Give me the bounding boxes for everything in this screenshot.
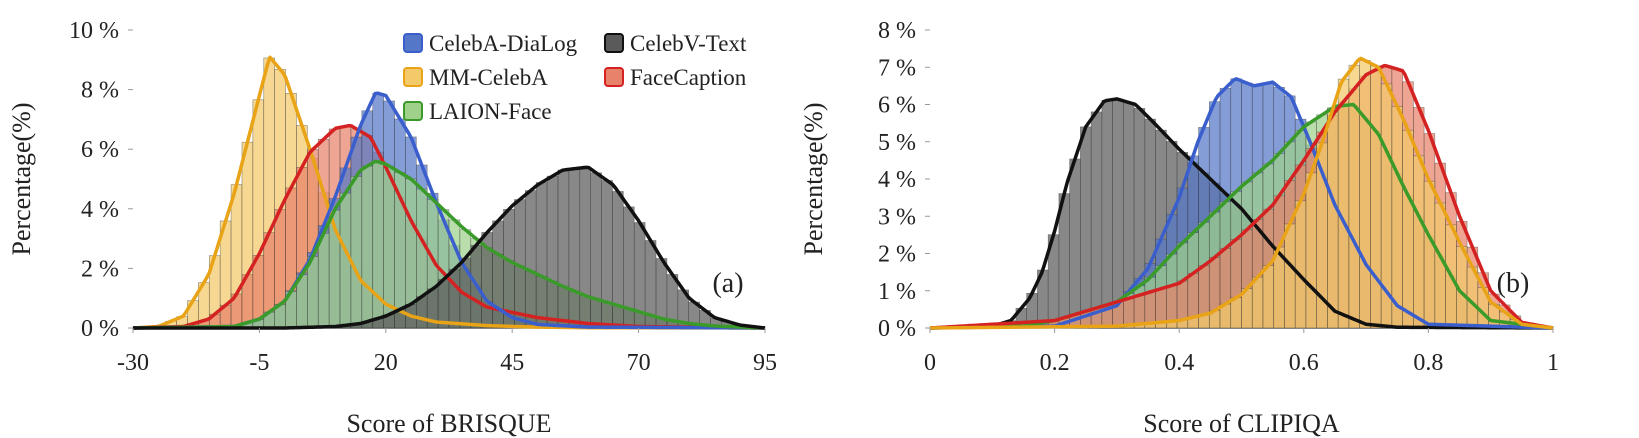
legend-label: CelebV-Text bbox=[630, 31, 747, 56]
bar-mm-celeba bbox=[1337, 78, 1350, 329]
x-tick-label: 0.8 bbox=[1413, 350, 1443, 376]
x-tick-label: 45 bbox=[500, 350, 524, 376]
bar-celebv-text bbox=[579, 167, 591, 329]
x-tick-label: -30 bbox=[117, 350, 149, 376]
bar-laion-face bbox=[372, 161, 384, 329]
bar-mm-celeba bbox=[1423, 180, 1436, 329]
bar-mm-celeba bbox=[1294, 200, 1307, 329]
x-tick-label: 70 bbox=[627, 350, 651, 376]
bar-celebv-text bbox=[524, 190, 537, 329]
y-tick-label: 4 % bbox=[878, 167, 916, 193]
bar-mm-celeba bbox=[1359, 60, 1371, 329]
bar-mm-celeba bbox=[1413, 155, 1425, 329]
x-tick-label: 0.2 bbox=[1040, 350, 1070, 376]
bar-mm-celeba bbox=[1262, 265, 1275, 329]
series-mm-celeba bbox=[951, 60, 1554, 329]
bar-laion-face bbox=[307, 256, 319, 329]
y-tick-label: 10 % bbox=[69, 18, 119, 44]
line-laion-face bbox=[929, 102, 1554, 330]
bar-laion-face bbox=[361, 165, 374, 329]
y-tick-label: 1 % bbox=[878, 279, 916, 305]
line-mm-celeba bbox=[929, 56, 1554, 330]
bar-mm-celeba bbox=[1284, 223, 1296, 329]
bar-mm-celeba bbox=[1327, 108, 1339, 329]
legend-item-celeba-dialog: CelebA-DiaLog bbox=[403, 31, 578, 56]
legend-label: CelebA-DiaLog bbox=[429, 31, 578, 56]
y-tick-label: 8 % bbox=[878, 18, 916, 44]
bar-celebv-text bbox=[601, 180, 613, 329]
legend: CelebA-DiaLog CelebV-Text MM-CelebA FaceCap… bbox=[403, 31, 747, 124]
y-axis-label: Percentage(%) bbox=[799, 102, 828, 255]
y-tick-label: 2 % bbox=[81, 256, 119, 282]
legend-swatch bbox=[403, 101, 423, 121]
line-celebv-text bbox=[929, 97, 1554, 330]
bar-mm-celeba bbox=[1230, 297, 1242, 329]
bar-celebv-text bbox=[546, 175, 559, 329]
y-axis-label: Percentage(%) bbox=[7, 102, 36, 255]
y-tick-label: 6 % bbox=[878, 93, 916, 119]
y-tick-label: 5 % bbox=[878, 130, 916, 156]
bar-mm-celeba bbox=[1251, 276, 1264, 329]
x-tick-label: 0.4 bbox=[1164, 350, 1194, 376]
bar-celebv-text bbox=[568, 168, 581, 329]
x-axis-label: Score of CLIPIQA bbox=[1143, 409, 1340, 438]
x-tick-label: 20 bbox=[374, 350, 398, 376]
bar-celebv-text bbox=[1080, 126, 1092, 329]
legend-label: MM-CelebA bbox=[429, 65, 548, 90]
x-tick-label: 0.6 bbox=[1289, 350, 1319, 376]
bar-celebv-text bbox=[535, 182, 548, 329]
x-tick-label: 0 bbox=[924, 350, 936, 376]
legend-swatch bbox=[403, 67, 423, 87]
bar-mm-celeba bbox=[1370, 65, 1382, 329]
bar-mm-celeba bbox=[1305, 172, 1317, 329]
x-tick-label: 1 bbox=[1547, 350, 1559, 376]
bar-celebv-text bbox=[557, 169, 570, 329]
x-tick-label: -5 bbox=[249, 350, 269, 376]
line-celebv-text bbox=[133, 165, 766, 330]
y-tick-label: 0 % bbox=[878, 316, 916, 342]
bar-celebv-text bbox=[590, 172, 602, 329]
bar-mm-celeba bbox=[1391, 106, 1403, 329]
line-facecaption bbox=[929, 63, 1554, 330]
legend-item-celebv-text: CelebV-Text bbox=[604, 31, 747, 56]
y-tick-label: 7 % bbox=[878, 55, 916, 81]
panel-tag: (a) bbox=[712, 268, 743, 299]
y-tick-label: 8 % bbox=[81, 78, 119, 104]
panel-tag: (b) bbox=[1497, 268, 1530, 299]
bar-celebv-text bbox=[1090, 111, 1103, 329]
x-axis-label: Score of BRISQUE bbox=[346, 409, 551, 438]
bar-celebv-text bbox=[1112, 98, 1124, 329]
y-tick-label: 0 % bbox=[81, 316, 119, 342]
line-laion-face bbox=[132, 159, 766, 330]
legend-label: LAION-Face bbox=[429, 99, 552, 124]
panel-brisque: 0 % 2 % 4 % 6 % 8 % 10 % -30 -5 20 45 70 95 Score of… bbox=[7, 18, 777, 438]
bar-laion-face bbox=[350, 176, 363, 329]
legend-item-mm-celeba: MM-CelebA bbox=[403, 65, 548, 90]
x-tick-label: 95 bbox=[753, 350, 777, 376]
y-tick-label: 6 % bbox=[81, 137, 119, 163]
y-tick-label: 2 % bbox=[878, 242, 916, 268]
legend-label: FaceCaption bbox=[630, 65, 747, 90]
legend-swatch bbox=[403, 33, 423, 53]
legend-swatch bbox=[604, 67, 624, 87]
y-tick-label: 3 % bbox=[878, 204, 916, 230]
legend-item-facecaption: FaceCaption bbox=[604, 65, 747, 90]
bar-celebv-text bbox=[1101, 100, 1113, 329]
bar-mm-celeba bbox=[1402, 129, 1414, 329]
bar-laion-face bbox=[317, 233, 330, 329]
bar-celebv-text bbox=[1069, 158, 1081, 329]
panel-clipiqa: 0 % 1 % 2 % 3 % 4 % 5 % 6 % 7 % 8 % 0 0.2 0.4 0.6 0.8… bbox=[799, 18, 1559, 438]
legend-item-laion-face: LAION-Face bbox=[403, 99, 552, 124]
y-tick-label: 4 % bbox=[81, 197, 119, 223]
legend-swatch bbox=[604, 33, 624, 53]
